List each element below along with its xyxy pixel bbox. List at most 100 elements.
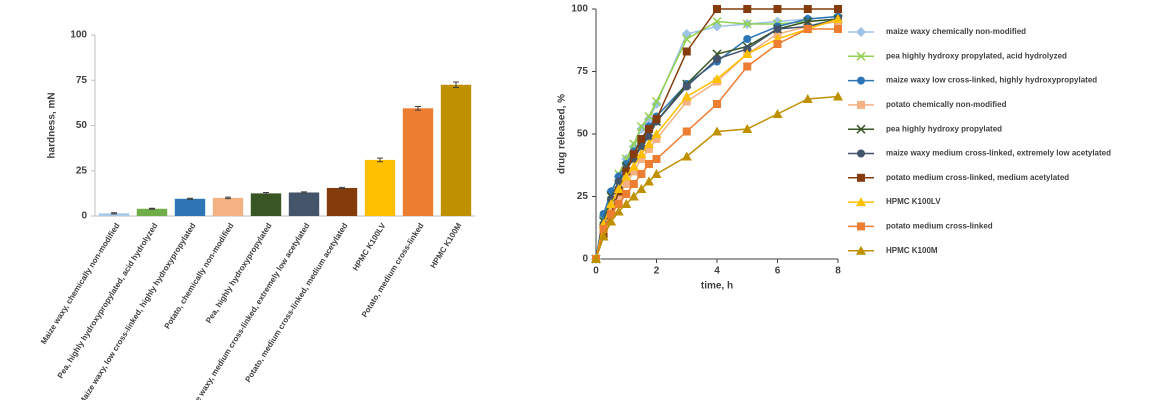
marker: [743, 35, 752, 43]
marker: [682, 34, 692, 44]
error-bar: [301, 191, 307, 194]
legend-marker: [857, 149, 865, 158]
marker: [637, 170, 646, 178]
marker: [643, 139, 654, 148]
marker: [651, 96, 662, 107]
marker: [712, 126, 722, 136]
marker: [607, 210, 616, 218]
marker: [598, 231, 609, 241]
marker: [682, 127, 691, 136]
legend-marker: [856, 197, 866, 207]
marker: [643, 114, 654, 124]
marker: [773, 25, 782, 33]
marker: [712, 74, 722, 83]
marker: [773, 5, 782, 13]
marker: [743, 5, 752, 13]
marker: [614, 200, 623, 208]
legend-label: maize waxy medium cross-linked, extremel…: [886, 149, 1111, 158]
marker: [652, 135, 661, 143]
bar: [136, 208, 168, 216]
y-tick-label: 50: [76, 120, 88, 131]
marker: [607, 205, 616, 213]
marker: [637, 135, 646, 143]
marker: [803, 25, 812, 33]
marker: [652, 115, 661, 123]
marker: [742, 49, 753, 58]
y-axis-label: drug released, %: [557, 94, 568, 174]
marker: [644, 145, 653, 153]
marker: [628, 191, 639, 201]
x-tick-label: 2: [654, 266, 660, 277]
marker: [606, 216, 617, 226]
marker: [622, 190, 631, 198]
marker: [621, 171, 632, 181]
marker: [614, 177, 623, 186]
legend-marker: [857, 100, 865, 109]
legend-marker: [857, 173, 865, 182]
marker: [629, 150, 638, 158]
marker: [621, 199, 632, 208]
bar: [364, 159, 396, 216]
marker: [606, 199, 617, 208]
marker: [613, 206, 624, 216]
y-tick-label: 25: [76, 165, 88, 176]
y-tick-label: 100: [70, 30, 87, 41]
bar: [440, 84, 472, 217]
marker: [644, 160, 653, 168]
bar: [288, 192, 320, 216]
y-tick-label: 25: [577, 191, 589, 202]
marker: [834, 5, 842, 13]
marker: [629, 180, 638, 188]
marker: [681, 151, 692, 161]
marker: [636, 184, 647, 193]
marker: [628, 161, 639, 171]
bar: [174, 198, 206, 216]
marker: [637, 155, 646, 163]
marker: [803, 5, 812, 13]
legend-label: HPMC K100LV: [886, 197, 941, 206]
legend-marker: [856, 27, 866, 37]
bar: [250, 193, 282, 216]
marker: [651, 169, 662, 178]
error-bar: [377, 157, 383, 163]
marker: [644, 111, 654, 122]
marker: [643, 176, 654, 186]
y-tick-label: 75: [577, 66, 589, 77]
marker: [682, 97, 691, 106]
marker: [713, 55, 721, 63]
x-tick-label: Potato, chemically non-modified: [163, 221, 236, 330]
marker: [591, 254, 601, 263]
marker: [713, 5, 721, 13]
legend-label: potato medium cross-linked, medium acety…: [886, 173, 1069, 182]
legend-label: maize waxy chemically non-modified: [886, 27, 1026, 36]
y-tick-label: 100: [571, 4, 588, 15]
y-tick-label: 0: [81, 211, 87, 222]
error-bar: [225, 196, 231, 200]
marker: [622, 180, 631, 188]
marker: [644, 132, 653, 141]
marker: [614, 192, 623, 201]
x-tick-label: 6: [775, 266, 781, 277]
marker: [833, 14, 843, 23]
marker: [651, 129, 662, 138]
bar: [326, 187, 358, 216]
x-tick-label: HPMC K100M: [429, 221, 464, 270]
y-tick-label: 0: [582, 254, 588, 265]
x-tick-label: 0: [593, 266, 599, 277]
marker: [682, 82, 691, 91]
y-axis-label: hardness, mN: [47, 92, 58, 158]
line: [595, 15, 839, 260]
marker: [743, 62, 752, 71]
legend-label: HPMC K100M: [886, 246, 938, 255]
marker: [613, 184, 624, 193]
marker: [742, 124, 753, 133]
legend-marker: [857, 222, 865, 231]
x-tick-label: 4: [714, 266, 720, 277]
marker: [742, 19, 752, 29]
y-tick-label: 50: [577, 129, 589, 140]
error-bar: [187, 197, 193, 200]
legend-marker: [856, 124, 866, 134]
x-tick-label: Pea, highly hydroxypropylated: [204, 221, 273, 325]
